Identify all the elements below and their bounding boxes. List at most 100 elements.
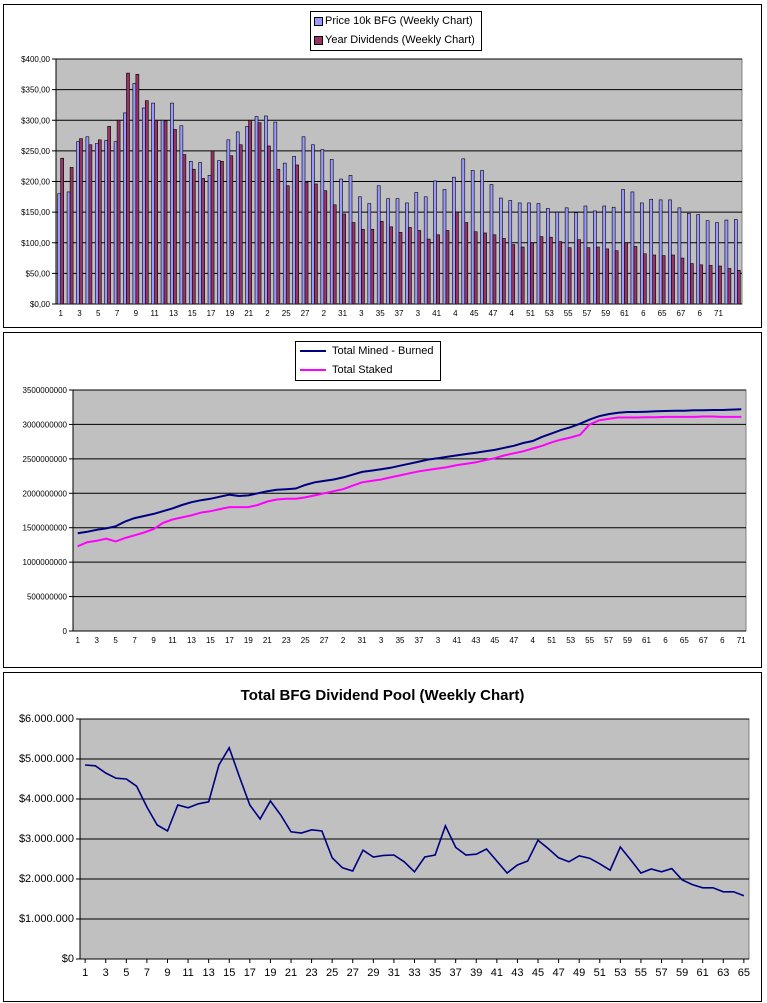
chart-2-svg: 0 500000000 1000000000 1500000000 2000000000… — [23, 386, 747, 645]
legend-item-staked: Total Staked — [296, 361, 440, 380]
bar-price — [630, 191, 635, 305]
bar-price — [574, 212, 578, 305]
x-tick-label: 29 — [367, 967, 379, 979]
bar-dividend — [511, 244, 516, 305]
x-tick-label: 65 — [680, 636, 689, 645]
bar-dividend — [257, 122, 262, 305]
legend-item-dividends: Year Dividends (Weekly Chart) — [311, 31, 481, 50]
bar-price — [461, 158, 466, 305]
bar-price — [235, 131, 240, 305]
x-tick-label: 2 — [322, 309, 327, 318]
bar-price — [480, 170, 484, 305]
x-tick-label: 37 — [395, 309, 404, 318]
bar-price — [217, 160, 221, 305]
bar-dividend — [502, 238, 506, 305]
x-tick-label: 43 — [511, 967, 523, 979]
bar-dividend — [718, 265, 722, 305]
bar-price — [696, 214, 701, 305]
x-tick-label: 3 — [77, 309, 82, 318]
y-tick-label: 2000000000 — [23, 489, 68, 498]
bar-price — [376, 185, 381, 305]
bar-dividend — [483, 232, 487, 305]
bar-dividend — [398, 232, 403, 305]
bar-price — [132, 83, 137, 305]
bar-price — [104, 140, 108, 305]
x-tick-label: 59 — [623, 636, 632, 645]
bar-dividend — [285, 185, 290, 305]
bar-dividend — [614, 250, 619, 305]
y-tick-label: $0 — [62, 953, 74, 965]
x-tick-label: 17 — [244, 967, 256, 979]
bar-price — [339, 178, 343, 305]
bar-price — [320, 149, 325, 305]
x-tick-label: 5 — [96, 309, 101, 318]
bar-dividend — [539, 236, 544, 305]
y-tick-label: $200,00 — [21, 178, 50, 187]
bar-dividend — [379, 221, 384, 305]
bar-dividend — [126, 72, 130, 305]
x-tick-label: 31 — [388, 967, 400, 979]
x-tick-label: 61 — [642, 636, 651, 645]
bar-price — [499, 197, 503, 305]
bar-dividend — [370, 228, 375, 305]
y-tick-label: 1500000000 — [23, 524, 68, 533]
bar-dividend — [116, 119, 121, 305]
x-tick-label: 3 — [94, 636, 99, 645]
bar-dividend — [417, 230, 422, 305]
x-tick-label: 19 — [244, 636, 253, 645]
bar-dividend — [276, 168, 281, 305]
x-tick-label: 39 — [470, 967, 482, 979]
x-tick-label: 67 — [676, 309, 685, 318]
x-tick-label: 27 — [320, 636, 329, 645]
bar-dividend — [60, 157, 65, 305]
x-tick-label: 41 — [452, 636, 461, 645]
x-tick-label: 35 — [429, 967, 441, 979]
x-tick-label: 3 — [359, 309, 364, 318]
x-tick-label: 17 — [207, 309, 216, 318]
bar-price — [207, 175, 212, 305]
x-tick-label: 3 — [436, 636, 441, 645]
x-tick-label: 47 — [489, 309, 498, 318]
bar-dividend — [248, 119, 252, 305]
bar-dividend — [643, 253, 647, 305]
bar-dividend — [267, 145, 271, 305]
bar-price — [179, 125, 184, 305]
bar-price — [386, 198, 390, 305]
bar-dividend — [426, 238, 431, 305]
x-tick-label: 9 — [151, 636, 156, 645]
x-tick-label: 3 — [103, 967, 109, 979]
bar-dividend — [624, 242, 628, 305]
x-tick-label: 41 — [432, 309, 441, 318]
x-tick-label: 31 — [338, 309, 347, 318]
bar-dividend — [577, 239, 581, 305]
y-tick-label: 3500000000 — [23, 386, 68, 395]
x-tick-label: 55 — [585, 636, 594, 645]
bar-dividend — [680, 257, 685, 305]
chart-1-svg: $0,00 $50,00 $100,00 $150,00 $200,00 $250,00 $… — [21, 55, 743, 318]
x-tick-label: 4 — [510, 309, 515, 318]
x-tick-label: 6 — [641, 309, 646, 318]
legend-swatch-mined — [300, 350, 326, 352]
bar-price — [564, 207, 569, 305]
bar-price — [649, 198, 654, 305]
x-tick-label: 25 — [282, 309, 291, 318]
bar-price — [555, 211, 560, 305]
bar-price — [226, 139, 231, 305]
x-tick-label: 21 — [263, 636, 272, 645]
bar-price — [85, 136, 90, 305]
bar-dividend — [652, 254, 657, 305]
x-tick-label: 6 — [663, 636, 668, 645]
x-tick-label: 3 — [416, 309, 421, 318]
y-tick-label: 500000000 — [27, 593, 68, 602]
bar-dividend — [332, 204, 337, 305]
bar-price — [611, 206, 616, 305]
x-tick-label: 31 — [358, 636, 367, 645]
y-tick-label: 1000000000 — [23, 558, 68, 567]
bar-price — [358, 196, 362, 305]
bar-dividend — [661, 255, 666, 305]
bar-dividend — [737, 270, 741, 305]
bar-price — [367, 203, 372, 305]
chart-2-legend: Total Mined - Burned Total Staked — [295, 341, 441, 381]
x-tick-label: 13 — [203, 967, 215, 979]
bar-price — [292, 156, 296, 305]
